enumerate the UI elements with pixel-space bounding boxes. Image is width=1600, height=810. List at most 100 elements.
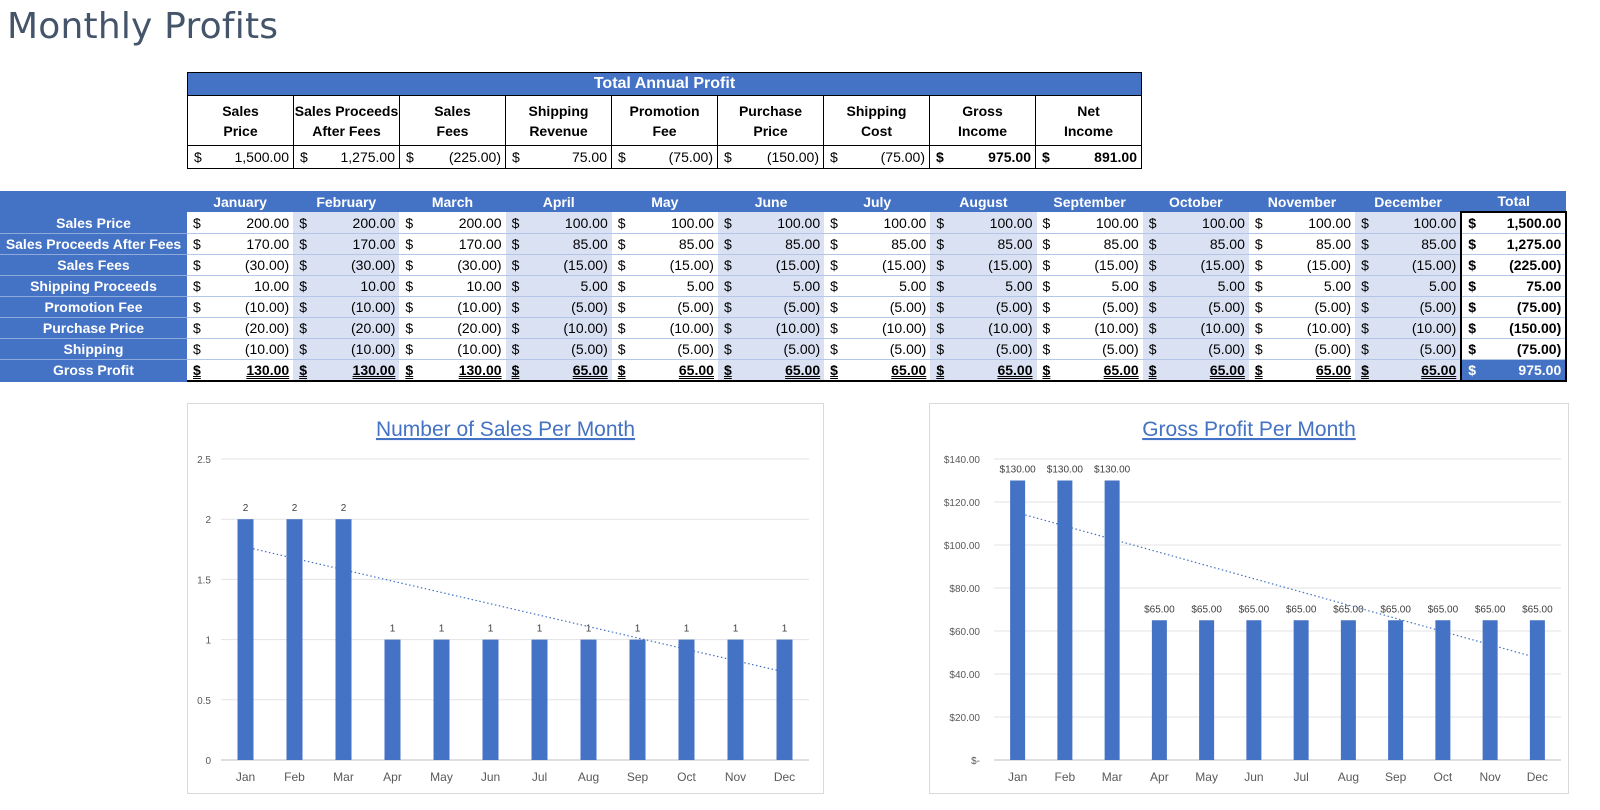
sales-per-month-chart[interactable]: Number of Sales Per Month 0 0.5 1 1.5 2 2.5 2 Ja… bbox=[187, 403, 824, 794]
month-value-cell[interactable]: $ (10.00) bbox=[930, 317, 1037, 339]
bar[interactable] bbox=[1104, 480, 1120, 761]
month-value-cell[interactable]: $200.00 bbox=[293, 212, 400, 234]
total-cell[interactable]: $1,275.00 bbox=[1460, 233, 1568, 255]
month-value-cell[interactable]: $100.00 bbox=[930, 212, 1037, 234]
bar[interactable] bbox=[482, 639, 499, 760]
month-value-cell[interactable]: $85.00 bbox=[1036, 233, 1143, 255]
month-value-cell[interactable]: $10.00 bbox=[399, 275, 506, 297]
month-value-cell[interactable]: $65.00 bbox=[505, 359, 612, 382]
bar[interactable] bbox=[531, 639, 548, 760]
bar[interactable] bbox=[1388, 620, 1404, 760]
month-value-cell[interactable]: $130.00 bbox=[399, 359, 506, 382]
bar[interactable] bbox=[580, 639, 597, 760]
month-value-cell[interactable]: $65.00 bbox=[1355, 359, 1462, 382]
summary-value-cell[interactable]: $ (150.00) bbox=[717, 145, 824, 169]
month-value-cell[interactable]: $ (10.00) bbox=[717, 317, 825, 339]
month-value-cell[interactable]: $ (15.00) bbox=[717, 254, 825, 276]
month-value-cell[interactable]: $10.00 bbox=[293, 275, 400, 297]
month-value-cell[interactable]: $ (10.00) bbox=[824, 317, 931, 339]
month-value-cell[interactable]: $130.00 bbox=[293, 359, 400, 382]
month-value-cell[interactable]: $ (5.00) bbox=[930, 338, 1037, 360]
month-value-cell[interactable]: $5.00 bbox=[824, 275, 931, 297]
bar[interactable] bbox=[1151, 620, 1167, 760]
bar[interactable] bbox=[1010, 480, 1026, 761]
month-value-cell[interactable]: $10.00 bbox=[187, 275, 294, 297]
month-value-cell[interactable]: $ (10.00) bbox=[399, 296, 506, 318]
bar[interactable] bbox=[678, 639, 695, 760]
summary-value-cell[interactable]: $1,500.00 bbox=[187, 145, 294, 169]
month-value-cell[interactable]: $100.00 bbox=[1142, 212, 1249, 234]
bar[interactable] bbox=[1057, 480, 1073, 761]
month-value-cell[interactable]: $ (5.00) bbox=[1142, 338, 1249, 360]
month-value-cell[interactable]: $100.00 bbox=[611, 212, 718, 234]
month-value-cell[interactable]: $65.00 bbox=[824, 359, 931, 382]
month-value-cell[interactable]: $85.00 bbox=[505, 233, 612, 255]
month-value-cell[interactable]: $170.00 bbox=[187, 233, 294, 255]
total-cell[interactable]: $ (75.00) bbox=[1460, 338, 1568, 360]
month-value-cell[interactable]: $5.00 bbox=[1355, 275, 1462, 297]
month-value-cell[interactable]: $65.00 bbox=[717, 359, 825, 382]
month-value-cell[interactable]: $65.00 bbox=[1248, 359, 1356, 382]
month-value-cell[interactable]: $130.00 bbox=[187, 359, 294, 382]
month-value-cell[interactable]: $ (5.00) bbox=[717, 338, 825, 360]
month-value-cell[interactable]: $85.00 bbox=[1248, 233, 1356, 255]
bar[interactable] bbox=[335, 519, 352, 760]
month-value-cell[interactable]: $ (5.00) bbox=[1142, 296, 1249, 318]
summary-value-cell[interactable]: $ (75.00) bbox=[611, 145, 718, 169]
month-value-cell[interactable]: $85.00 bbox=[1355, 233, 1462, 255]
month-value-cell[interactable]: $ (5.00) bbox=[1248, 296, 1356, 318]
month-value-cell[interactable]: $ (5.00) bbox=[611, 296, 718, 318]
month-value-cell[interactable]: $ (5.00) bbox=[611, 338, 718, 360]
month-value-cell[interactable]: $ (15.00) bbox=[1036, 254, 1143, 276]
month-value-cell[interactable]: $85.00 bbox=[824, 233, 931, 255]
month-value-cell[interactable]: $200.00 bbox=[399, 212, 506, 234]
summary-value-cell[interactable]: $ (225.00) bbox=[399, 145, 506, 169]
total-cell[interactable]: $ (225.00) bbox=[1460, 254, 1568, 276]
month-value-cell[interactable]: $100.00 bbox=[824, 212, 931, 234]
bar[interactable] bbox=[776, 639, 793, 760]
month-value-cell[interactable]: $ (5.00) bbox=[824, 296, 931, 318]
month-value-cell[interactable]: $ (10.00) bbox=[187, 296, 294, 318]
month-value-cell[interactable]: $85.00 bbox=[1142, 233, 1249, 255]
total-cell[interactable]: $ (150.00) bbox=[1460, 317, 1568, 339]
month-value-cell[interactable]: $ (30.00) bbox=[187, 254, 294, 276]
month-value-cell[interactable]: $170.00 bbox=[399, 233, 506, 255]
month-value-cell[interactable]: $100.00 bbox=[717, 212, 825, 234]
month-value-cell[interactable]: $5.00 bbox=[611, 275, 718, 297]
month-value-cell[interactable]: $170.00 bbox=[293, 233, 400, 255]
total-cell[interactable]: $75.00 bbox=[1460, 275, 1568, 297]
summary-value-cell[interactable]: $1,275.00 bbox=[293, 145, 400, 169]
month-value-cell[interactable]: $ (20.00) bbox=[399, 317, 506, 339]
summary-value-cell[interactable]: $75.00 bbox=[505, 145, 612, 169]
month-value-cell[interactable]: $5.00 bbox=[1142, 275, 1249, 297]
month-value-cell[interactable]: $5.00 bbox=[930, 275, 1037, 297]
month-value-cell[interactable]: $200.00 bbox=[187, 212, 294, 234]
bar[interactable] bbox=[1340, 620, 1356, 760]
month-value-cell[interactable]: $ (15.00) bbox=[930, 254, 1037, 276]
month-value-cell[interactable]: $ (15.00) bbox=[1355, 254, 1462, 276]
month-value-cell[interactable]: $100.00 bbox=[1355, 212, 1462, 234]
bar[interactable] bbox=[433, 639, 450, 760]
month-value-cell[interactable]: $85.00 bbox=[930, 233, 1037, 255]
month-value-cell[interactable]: $ (10.00) bbox=[293, 296, 400, 318]
month-value-cell[interactable]: $ (5.00) bbox=[1036, 296, 1143, 318]
month-value-cell[interactable]: $5.00 bbox=[1248, 275, 1356, 297]
bar[interactable] bbox=[384, 639, 401, 760]
bar[interactable] bbox=[1199, 620, 1215, 760]
month-value-cell[interactable]: $ (10.00) bbox=[399, 338, 506, 360]
month-value-cell[interactable]: $ (10.00) bbox=[1142, 317, 1249, 339]
month-value-cell[interactable]: $ (10.00) bbox=[1355, 317, 1462, 339]
month-value-cell[interactable]: $ (15.00) bbox=[824, 254, 931, 276]
month-value-cell[interactable]: $65.00 bbox=[611, 359, 718, 382]
summary-value-cell[interactable]: $975.00 bbox=[929, 145, 1036, 169]
bar[interactable] bbox=[629, 639, 646, 760]
month-value-cell[interactable]: $100.00 bbox=[505, 212, 612, 234]
bar[interactable] bbox=[237, 519, 254, 760]
month-value-cell[interactable]: $5.00 bbox=[505, 275, 612, 297]
month-value-cell[interactable]: $ (15.00) bbox=[505, 254, 612, 276]
month-value-cell[interactable]: $ (5.00) bbox=[1036, 338, 1143, 360]
month-value-cell[interactable]: $5.00 bbox=[717, 275, 825, 297]
summary-value-cell[interactable]: $ (75.00) bbox=[823, 145, 930, 169]
month-value-cell[interactable]: $ (30.00) bbox=[293, 254, 400, 276]
month-value-cell[interactable]: $65.00 bbox=[1036, 359, 1143, 382]
